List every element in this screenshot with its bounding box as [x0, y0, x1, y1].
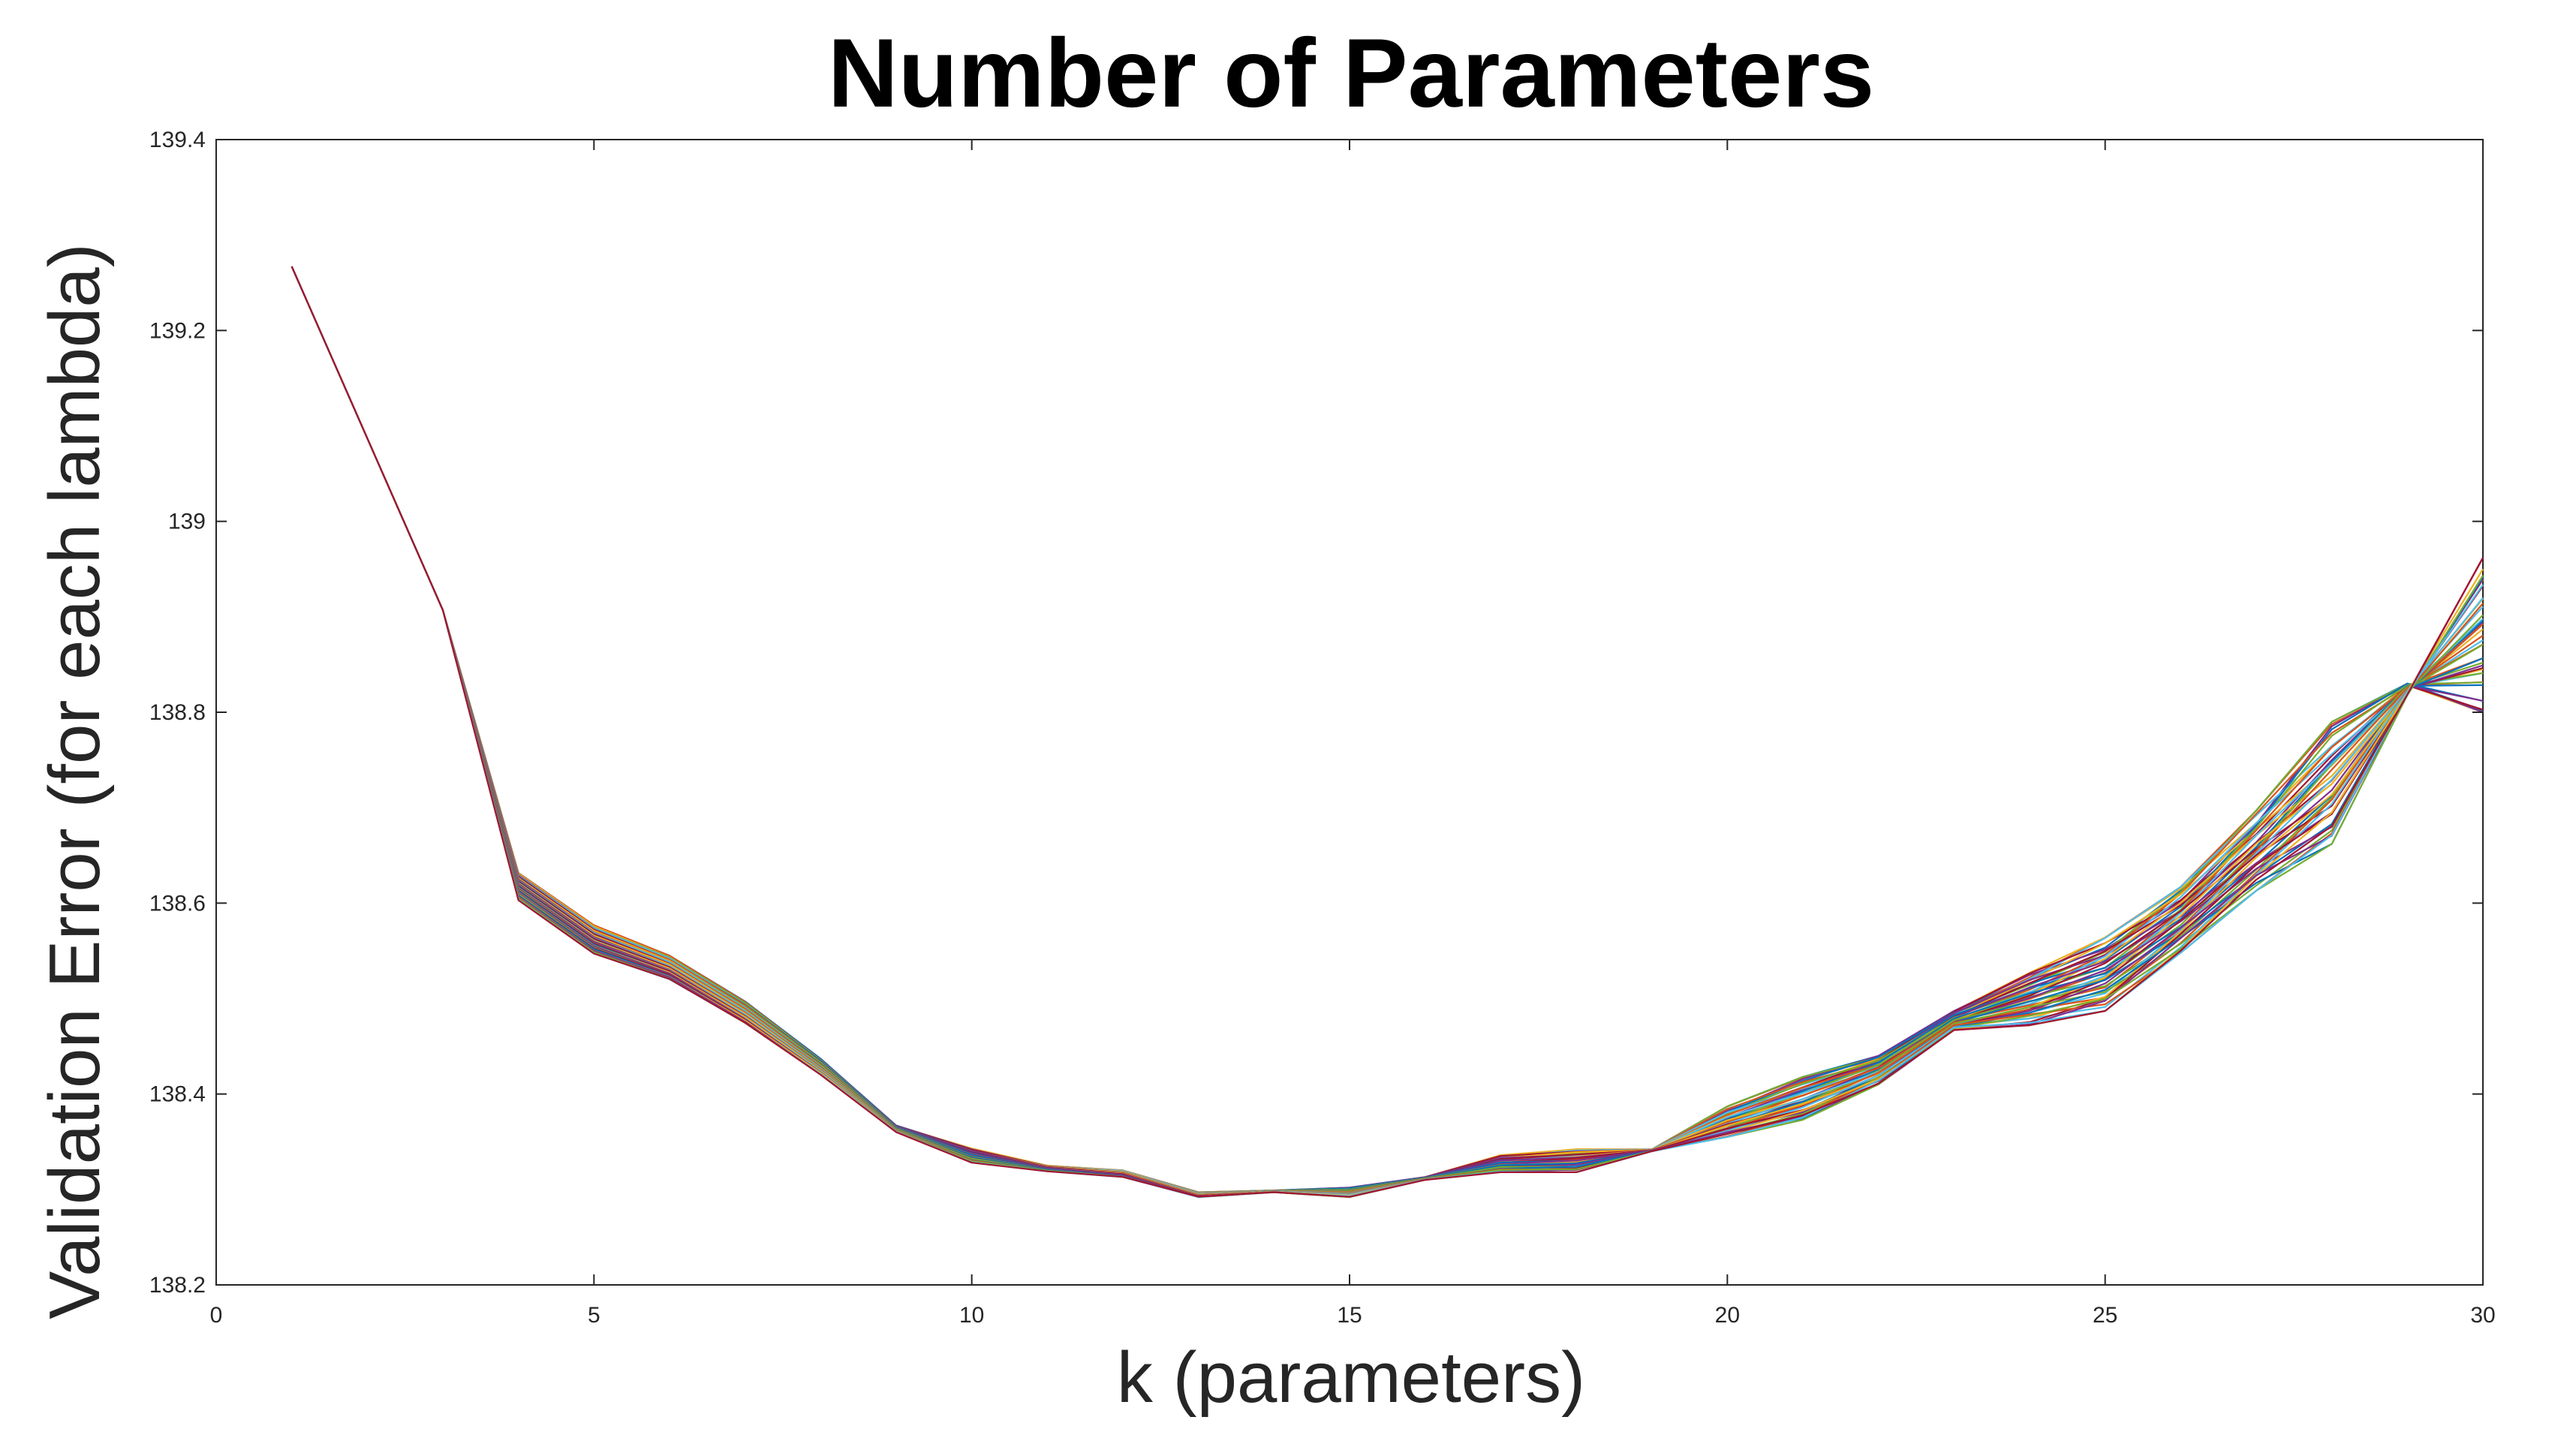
series-line: [290, 266, 2484, 1198]
x-tick-label: 10: [959, 1303, 984, 1328]
y-tick-label: 138.2: [149, 1273, 206, 1298]
y-tick-label: 139: [168, 510, 206, 534]
x-tick-label: 25: [2093, 1303, 2117, 1328]
series-layer: [290, 266, 2484, 1199]
x-tick-label: 30: [2470, 1303, 2495, 1328]
y-tick-label: 139.2: [149, 318, 206, 343]
plot-area: [215, 139, 2484, 1286]
x-axis-ticks: 0 5 10 15 20 25 30: [210, 140, 2496, 1328]
y-axis-label: Validation Error (for each lambda): [35, 243, 115, 1319]
x-tick-label: 0: [210, 1303, 223, 1328]
x-tick-label: 20: [1715, 1303, 1740, 1328]
y-tick-label: 138.4: [149, 1082, 206, 1107]
x-axis-label: k (parameters): [1117, 1337, 1585, 1418]
x-tick-label: 5: [588, 1303, 600, 1328]
x-tick-label: 15: [1337, 1303, 1362, 1328]
y-tick-label: 138.8: [149, 700, 206, 725]
chart-title: Number of Parameters: [828, 18, 1874, 128]
y-tick-label: 139.4: [149, 128, 206, 152]
y-axis-ticks: 138.2 138.4 138.6 138.8 139 139.2 139.4: [149, 128, 2483, 1298]
y-tick-label: 138.6: [149, 891, 206, 916]
